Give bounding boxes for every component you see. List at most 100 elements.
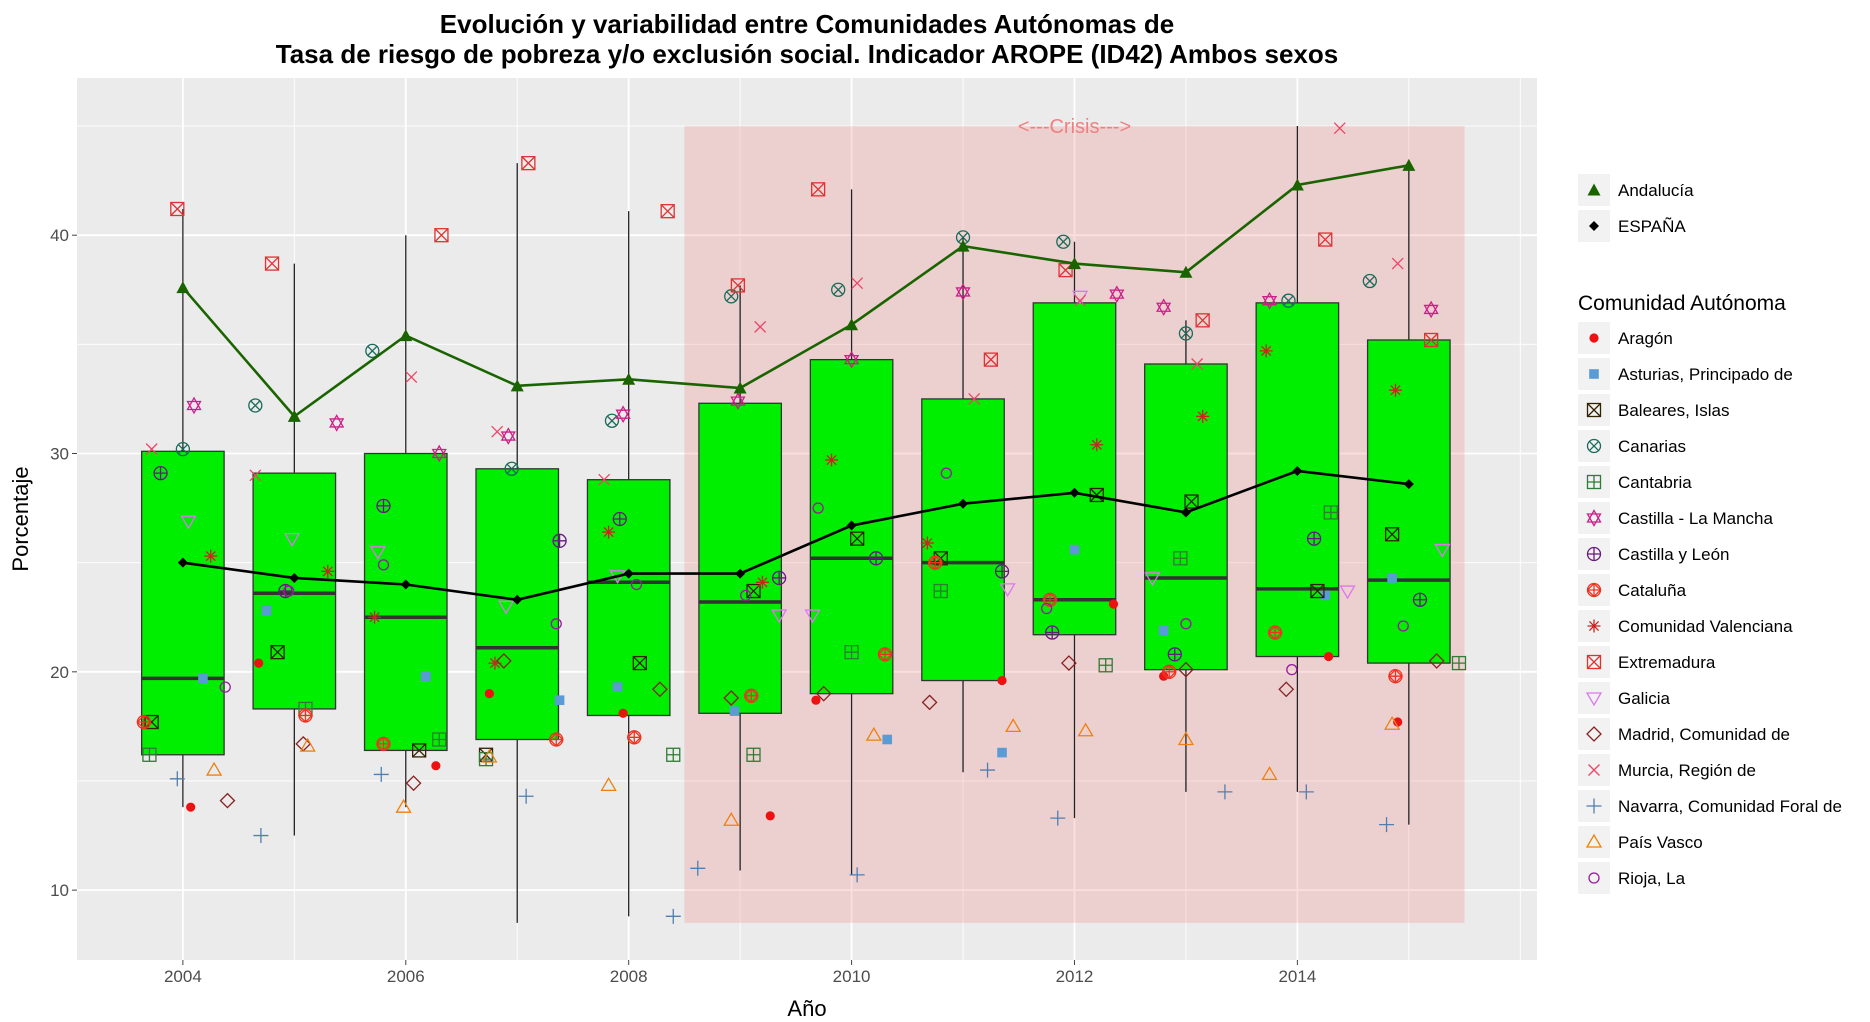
point-cataluna [548,732,564,747]
point-cataluna [376,736,391,752]
point-baleares-islas [412,743,427,758]
point-rioja-la [550,618,562,630]
legend-marker [1588,872,1600,884]
box [363,452,448,752]
legend-marker [1586,438,1602,454]
point-navarra-comunidad-foral-de [980,762,996,778]
legend-marker [1585,833,1603,848]
point-andalucia [1067,257,1081,270]
point-comunidad-valenciana [321,564,335,578]
point-galicia [1434,543,1451,558]
point-andalucia [1402,158,1416,171]
legend-label: Extremadura [1618,653,1716,672]
legend-marker [1586,726,1602,742]
point-espana [177,557,188,568]
x-tick-label: 2012 [1056,967,1094,986]
point-comunidad-valenciana [755,575,769,589]
point-andalucia [176,281,190,294]
point-castilla-la-mancha [1423,300,1439,319]
legend-marker [1586,582,1602,598]
x-tick-label: 2004 [164,967,202,986]
point-navarra-comunidad-foral-de [253,828,269,844]
point-aragon [431,761,441,771]
box [586,479,671,717]
legend-key [1578,682,1610,714]
point-canarias [175,441,191,457]
point-espana [400,579,411,590]
point-rioja-la [940,467,952,479]
point-asturias-principado-de [554,695,565,706]
point-castilla-la-mancha [730,392,746,410]
point-extremadura [660,204,675,219]
point-murcia-region-de [851,277,864,290]
legend-lines: Andalucía ESPAÑA [1578,174,1694,242]
point-cataluna [1388,668,1403,684]
point-andalucia [287,409,301,422]
point-andalucia [845,318,859,331]
legend-label: País Vasco [1618,833,1703,852]
point-madrid-comunidad-de [1278,681,1295,698]
point-navarra-comunidad-foral-de [849,867,865,883]
point-aragon [484,689,494,699]
point-espana [1069,487,1080,498]
point-asturias-principado-de [261,605,272,616]
boxplot-2011 [921,237,1005,773]
point-pais-vasco [600,777,617,791]
point-galicia [1144,572,1161,587]
x-tick-label: 2008 [610,967,648,986]
box [698,402,783,714]
boxplot-2009 [698,285,783,871]
x-tick-label: 2010 [833,967,871,986]
point-navarra-comunidad-foral-de [665,908,681,924]
point-cantabria [844,645,859,660]
point-baleares-islas [270,645,285,660]
point-rioja-la [1286,663,1298,676]
point-comunidad-valenciana [825,453,839,467]
point-extremadura [264,256,280,271]
y-tick-label: 40 [50,226,69,245]
point-murcia-region-de [968,392,981,405]
point-castilla-y-leon [1045,625,1060,640]
legend-label: Andalucía [1618,181,1694,200]
point-cataluna [743,688,759,704]
point-cataluna [626,729,642,745]
x-tick-label: 2006 [387,967,425,986]
point-cataluna [1161,664,1177,680]
point-rioja-la [377,559,390,571]
point-canarias [1178,326,1194,341]
point-pais-vasco [299,737,316,752]
point-asturias-principado-de [198,673,208,684]
legend-marker [1586,798,1602,814]
point-extremadura [521,155,536,171]
point-espana [623,568,634,579]
legend-key [1578,862,1610,894]
legend-key [1578,502,1610,534]
point-madrid-comunidad-de [921,694,938,711]
point-aragon [1108,599,1119,609]
point-rioja-la [1040,602,1053,615]
point-castilla-la-mancha [431,444,447,463]
point-extremadura [730,278,746,293]
point-asturias-principado-de [1387,573,1397,583]
point-rioja-la [219,681,231,693]
legend-key [1578,718,1610,750]
data-points [136,122,1467,924]
point-aragon [1323,651,1334,662]
legend-label: Castilla y León [1618,545,1730,564]
point-espana [1180,507,1191,518]
point-navarra-comunidad-foral-de [373,766,389,782]
point-galicia [804,609,821,624]
legend-marker [1586,654,1602,670]
point-andalucia [733,381,747,394]
legend-label: ESPAÑA [1618,217,1686,236]
legend-marker [1586,509,1602,527]
point-pais-vasco [205,761,223,776]
point-espana [512,594,523,605]
line-andalucia [181,164,1410,419]
point-cantabria [142,747,157,762]
point-canarias [504,461,519,476]
y-tick-label: 10 [50,881,69,900]
legend-label: Navarra, Comunidad Foral de [1618,797,1842,816]
legend-marker [1587,619,1601,633]
point-extremadura [810,182,826,197]
